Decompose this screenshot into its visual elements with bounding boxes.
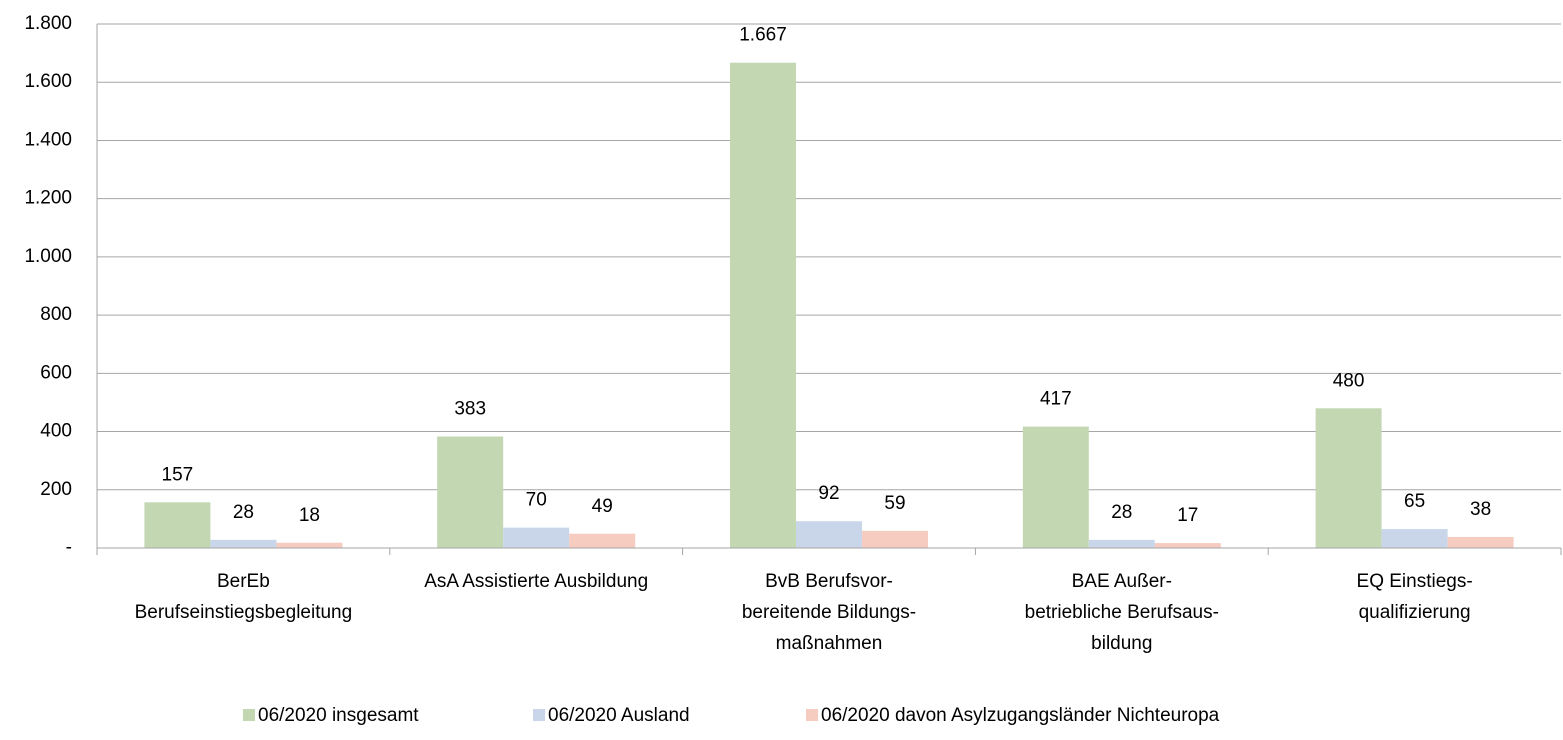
y-tick-label: 1.000	[24, 246, 72, 267]
x-tick-label: BerEb	[217, 571, 270, 592]
bar	[1381, 529, 1448, 548]
y-tick-label: 1.400	[24, 129, 72, 150]
bar	[144, 502, 211, 548]
y-tick-label: 1.600	[24, 71, 72, 92]
y-tick-label: 800	[40, 304, 72, 325]
x-tick-label: qualifizierung	[1359, 602, 1471, 623]
value-label: 38	[1470, 499, 1491, 520]
value-label: 417	[1040, 389, 1072, 410]
value-label: 383	[454, 399, 486, 420]
legend-label: 06/2020 davon Asylzugangsländer Nichteur…	[821, 705, 1220, 726]
x-tick-label: maßnahmen	[776, 633, 883, 654]
x-tick-label: bereitende Bildungs-	[742, 602, 916, 623]
x-tick-label: bildung	[1091, 633, 1152, 654]
value-label: 18	[299, 505, 320, 526]
bar	[1154, 543, 1221, 548]
value-label: 70	[526, 490, 547, 511]
legend-label: 06/2020 Ausland	[548, 705, 690, 726]
y-tick-label: 1.800	[24, 13, 72, 34]
legend-label: 06/2020 insgesamt	[258, 705, 419, 726]
bar	[1315, 408, 1382, 548]
y-tick-label: 600	[40, 362, 72, 383]
y-tick-label: 1.200	[24, 188, 72, 209]
bar	[862, 530, 928, 548]
x-tick-label: Berufseinstiegsbegleitung	[135, 602, 353, 623]
bar	[1088, 539, 1155, 548]
bar	[1447, 536, 1514, 548]
value-label: 59	[884, 493, 905, 514]
bar	[276, 542, 343, 548]
value-label: 28	[1111, 502, 1132, 523]
x-tick-label: betriebliche Berufsaus-	[1025, 602, 1219, 623]
bar	[569, 533, 636, 548]
x-tick-label: BvB Berufsvor-	[765, 571, 893, 592]
legend-swatch	[533, 709, 545, 721]
value-label: 17	[1177, 505, 1198, 526]
bar	[730, 62, 796, 549]
y-tick-label: 200	[40, 479, 72, 500]
bar	[1022, 426, 1089, 548]
value-label: 480	[1333, 370, 1365, 391]
value-label: 49	[592, 496, 613, 517]
x-tick-label: AsA Assistierte Ausbildung	[424, 571, 648, 592]
bar	[796, 521, 862, 548]
bar	[210, 539, 277, 548]
y-tick-label: 400	[40, 421, 72, 442]
value-label: 1.667	[739, 25, 787, 46]
bar	[503, 527, 570, 548]
value-label: 92	[818, 483, 839, 504]
bar	[437, 436, 504, 548]
y-tick-label: -	[66, 537, 72, 558]
value-label: 28	[233, 502, 254, 523]
value-label: 157	[162, 464, 194, 485]
legend-swatch	[243, 709, 255, 721]
legend-swatch	[806, 709, 818, 721]
x-tick-label: EQ Einstiegs-	[1357, 571, 1473, 592]
value-label: 65	[1404, 491, 1425, 512]
x-tick-label: BAE Außer-	[1072, 571, 1172, 592]
